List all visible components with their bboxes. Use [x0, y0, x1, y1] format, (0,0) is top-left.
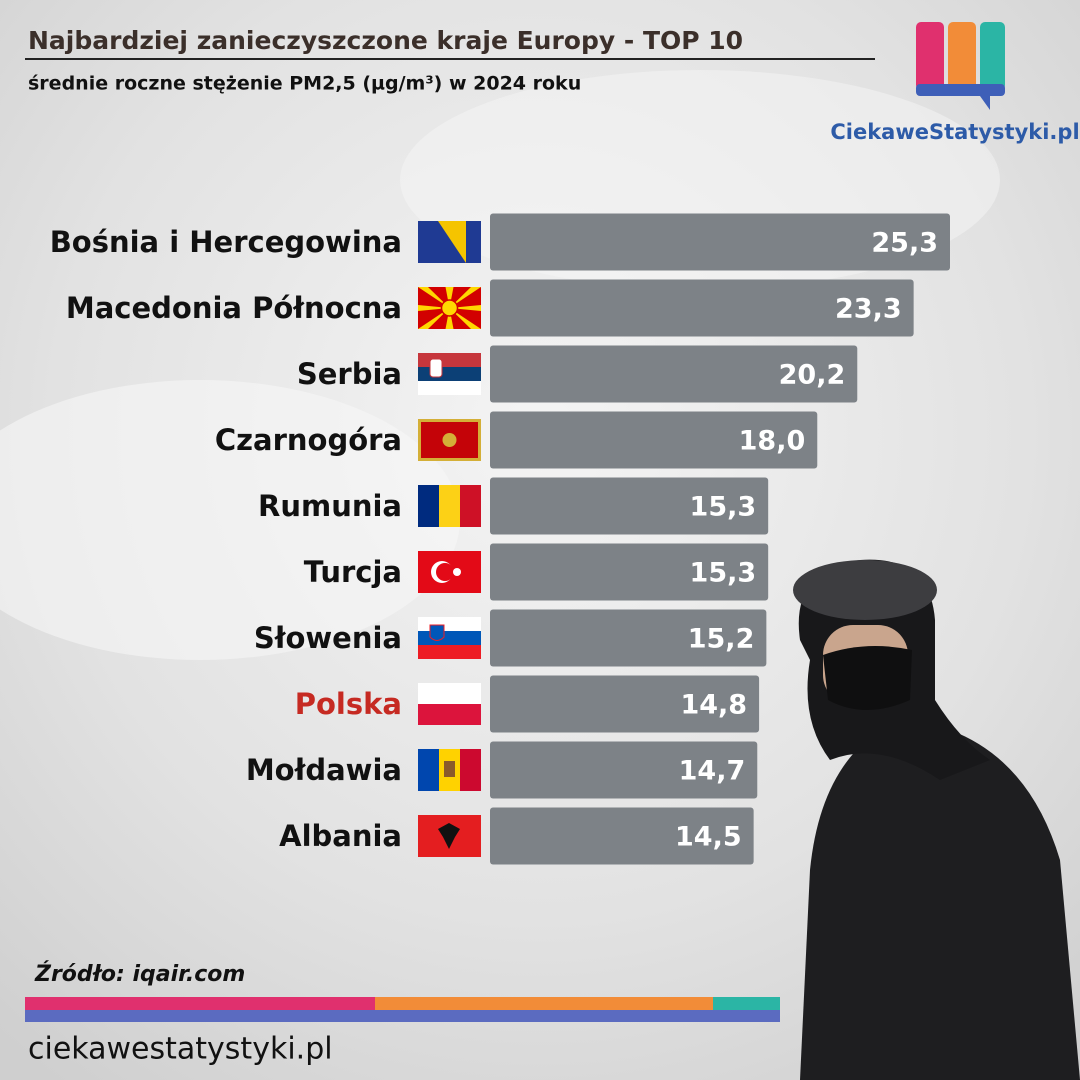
row: Słowenia 15,2 [254, 609, 767, 667]
flag-part [418, 353, 481, 367]
flag [418, 221, 481, 263]
flag [418, 815, 481, 857]
flag-part [444, 761, 455, 777]
category-label: Albania [279, 819, 402, 853]
flag [418, 551, 481, 593]
row: Turcja 15,3 [304, 543, 769, 601]
footer: ciekawestatystyki.pl [28, 1032, 333, 1067]
flag-part [418, 749, 439, 791]
flag-part [418, 683, 481, 704]
row: Rumunia 15,3 [258, 477, 769, 535]
row: Czarnogóra 18,0 [215, 411, 818, 469]
bar [490, 477, 769, 535]
category-label: Turcja [304, 555, 402, 589]
flag-part [418, 485, 439, 527]
bar [490, 345, 858, 403]
row: Serbia 20,2 [297, 345, 858, 403]
category-label: Czarnogóra [215, 423, 402, 457]
value-label: 18,0 [739, 426, 806, 457]
bar [490, 411, 818, 469]
logo-icon [916, 22, 1005, 110]
flag-part [418, 704, 481, 725]
flag-part [418, 631, 481, 645]
row: Macedonia Północna 23,3 [66, 279, 914, 337]
chart-title: Najbardziej zanieczyszczone kraje Europy… [28, 26, 743, 55]
logo-text: CiekaweStatystyki.pl [830, 120, 1079, 144]
flag-part [438, 823, 460, 849]
row: Albania 14,5 [279, 807, 754, 865]
flag-part [439, 485, 460, 527]
bar [490, 807, 754, 865]
value-label: 15,3 [690, 492, 757, 523]
flag-part [440, 299, 459, 317]
flag-part [453, 568, 461, 576]
row: Polska 14,8 [295, 675, 760, 733]
category-label: Słowenia [254, 621, 402, 655]
cloud [0, 380, 460, 660]
value-label: 25,3 [871, 228, 938, 259]
flag [418, 683, 481, 725]
value-label: 15,3 [690, 558, 757, 589]
bar [490, 609, 767, 667]
row: Mołdawia 14,7 [246, 741, 758, 799]
flag-part [436, 563, 454, 581]
value-label: 20,2 [779, 360, 846, 391]
category-label: Mołdawia [246, 753, 402, 787]
source: Źródło: iqair.com [34, 961, 245, 987]
row: Bośnia i Hercegowina 25,3 [50, 213, 950, 271]
color-strip [25, 997, 780, 1022]
bar [490, 213, 950, 271]
flag [418, 617, 481, 659]
flag [418, 287, 481, 329]
value-label: 14,5 [675, 822, 742, 853]
flag-part [429, 624, 445, 641]
category-label: Serbia [297, 357, 402, 391]
flag-part [438, 221, 466, 263]
flag-part [418, 381, 481, 395]
flag [418, 353, 481, 395]
bar [490, 279, 914, 337]
value-label: 15,2 [688, 624, 755, 655]
bar [490, 675, 760, 733]
category-label: Rumunia [258, 489, 402, 523]
bar [490, 543, 769, 601]
flag-part [442, 433, 457, 447]
person [793, 559, 1080, 1080]
flag-part [418, 645, 481, 659]
category-label: Bośnia i Hercegowina [50, 225, 402, 259]
value-label: 23,3 [835, 294, 902, 325]
flag-part [429, 358, 443, 378]
flag-part [460, 485, 481, 527]
subtitle: średnie roczne stężenie PM2,5 (µg/m³) w … [28, 73, 581, 95]
bar [490, 741, 758, 799]
category-label: Macedonia Północna [66, 291, 402, 325]
flag [418, 749, 481, 791]
value-label: 14,7 [679, 756, 746, 787]
flag-part [418, 617, 481, 631]
flag [418, 419, 481, 461]
category-label: Polska [295, 687, 402, 721]
flag-part [418, 367, 481, 381]
value-label: 14,8 [680, 690, 747, 721]
flag [418, 485, 481, 527]
flag-part [460, 749, 481, 791]
